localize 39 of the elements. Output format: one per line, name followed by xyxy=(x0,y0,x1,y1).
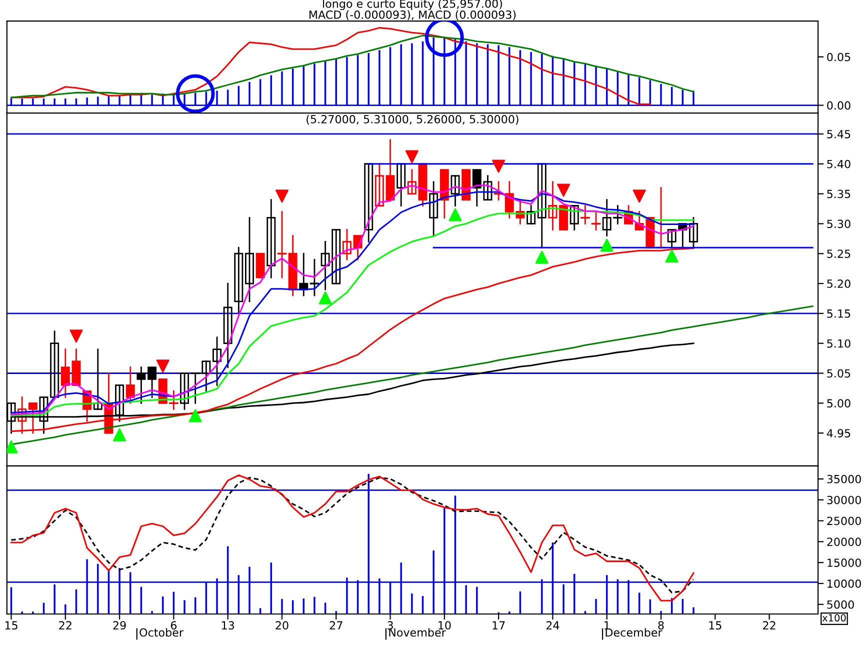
y-tick-label: 5.30 xyxy=(827,220,850,228)
y-tick-label: 5.25 xyxy=(827,250,850,258)
x-tick-label: 29 xyxy=(113,621,126,630)
text: October xyxy=(140,628,184,637)
chart-title: MACD (-0.000093), MACD (0.000093) xyxy=(310,10,516,20)
text: November xyxy=(389,628,446,637)
x-tick-label: 8 xyxy=(658,621,664,630)
x-tick-label: 13 xyxy=(222,621,234,630)
y-tick-label: 5.20 xyxy=(827,279,850,288)
y-tick-label: 35000 xyxy=(827,474,861,484)
y-tick-label: 5000 xyxy=(827,600,854,609)
chart-title: (5.27000, 5.31000, 5.26000, 5.30000) xyxy=(306,114,518,125)
y-tick-label: 5.00 xyxy=(827,399,850,408)
y-tick-label: 5.35 xyxy=(827,190,850,198)
y-tick-label: 5.10 xyxy=(827,339,850,348)
x-tick-label: 24 xyxy=(546,621,560,630)
x-tick-label: 6 xyxy=(170,621,177,630)
y-tick-label: 15000 xyxy=(828,558,861,567)
y-tick-label: 20000 xyxy=(827,538,861,546)
text: x100 xyxy=(822,614,846,622)
text: December xyxy=(606,628,662,637)
y-tick-label: 10000 xyxy=(828,579,861,588)
y-tick-label: 0.05 xyxy=(827,52,850,62)
y-tick-label: 25000 xyxy=(827,516,861,526)
x-tick-label: 15 xyxy=(5,621,18,630)
y-tick-label: 5.45 xyxy=(827,130,850,138)
x-tick-label: 10 xyxy=(438,621,451,630)
x-tick-label: 22 xyxy=(59,621,72,630)
x-tick-label: 15 xyxy=(709,621,722,630)
y-tick-label: 0.00 xyxy=(827,101,850,110)
y-tick-label: 4.95 xyxy=(826,429,850,438)
y-tick-label: 30000 xyxy=(827,496,861,504)
y-tick-label: 5.15 xyxy=(827,310,850,318)
y-tick-label: 5.40 xyxy=(827,160,850,168)
x-tick-label: 22 xyxy=(763,621,776,630)
x-tick-label: 20 xyxy=(276,621,288,630)
x-tick-label: 17 xyxy=(492,621,505,630)
y-tick-label: 5.05 xyxy=(827,369,850,378)
x-tick-label: 27 xyxy=(330,621,342,630)
